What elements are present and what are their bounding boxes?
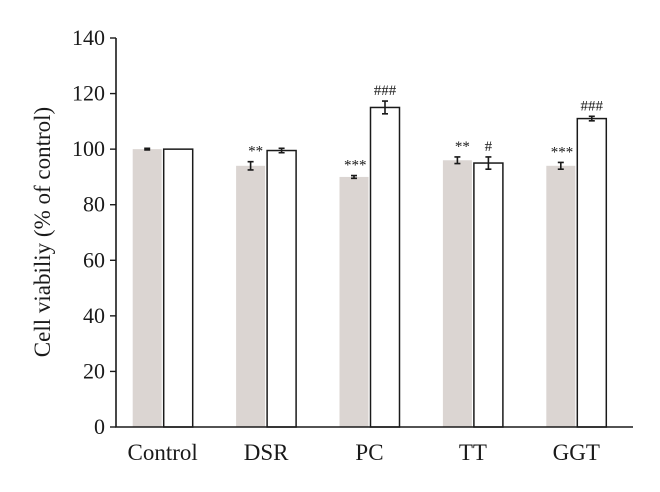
y-tick-label: 0: [94, 414, 105, 439]
bar-series-1: [546, 165, 576, 428]
y-tick-label: 120: [72, 81, 105, 106]
category-label: Control: [128, 440, 198, 465]
bar-series-2: [162, 148, 194, 428]
bar-series-2: [576, 117, 608, 428]
bar-series-1: [236, 165, 266, 428]
error-bar: [351, 174, 357, 180]
category-label: TT: [459, 440, 487, 465]
bar-series-2: [369, 106, 401, 428]
y-tick-label: 80: [83, 192, 105, 217]
bar-series-2: [266, 149, 297, 428]
error-bar: [382, 100, 388, 115]
error-bar: [557, 161, 564, 170]
bar-series-1: [339, 176, 369, 427]
category-label: GGT: [553, 440, 600, 465]
y-axis-label: Cell viabiliy (% of control): [30, 107, 55, 357]
bar-series-1: [442, 160, 472, 427]
y-tick-label: 60: [83, 247, 105, 272]
significance-label: **: [248, 144, 263, 160]
bars: *****###** # ***###: [132, 83, 608, 428]
error-bar: [247, 160, 254, 171]
significance-label: **: [455, 139, 470, 155]
error-bar: [278, 147, 285, 154]
x-axis-categories: Control DSR PC TT GGT: [128, 440, 600, 465]
error-bar: [485, 156, 492, 170]
significance-label: ###: [581, 98, 604, 114]
y-tick-label: 140: [72, 25, 105, 50]
y-tick-label: 100: [72, 136, 105, 161]
bar-series-1: [132, 149, 162, 427]
significance-label: ###: [374, 83, 397, 99]
significance-label: #: [485, 139, 493, 155]
category-label: PC: [355, 440, 383, 465]
significance-label: ***: [344, 158, 367, 174]
bar-series-2: [473, 162, 504, 428]
y-tick-label: 40: [83, 303, 105, 328]
category-label: DSR: [244, 440, 289, 465]
error-bar: [588, 115, 595, 122]
y-axis-ticks: 0 20 40 60 80 100 120 140: [72, 25, 116, 439]
axes-lines: [115, 38, 633, 428]
error-bar: [454, 156, 461, 165]
y-tick-label: 20: [83, 358, 105, 383]
error-bar: [144, 147, 151, 151]
significance-label: ***: [551, 144, 574, 160]
